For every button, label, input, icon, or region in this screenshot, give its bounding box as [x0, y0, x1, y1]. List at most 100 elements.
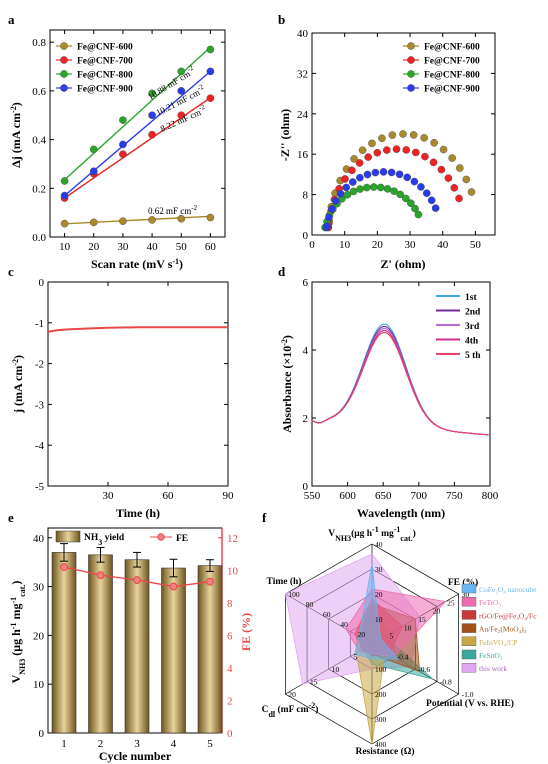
- legend-bar-swatch: [55, 530, 81, 543]
- legend-label: Fe@CNF-700: [424, 57, 480, 67]
- data-point: [350, 155, 358, 163]
- legend-marker: [157, 533, 165, 541]
- y-tick-label: 0: [303, 230, 309, 242]
- data-point: [355, 159, 364, 167]
- plot-frame: [311, 32, 496, 236]
- data-point: [177, 214, 186, 223]
- data-point: [430, 138, 438, 147]
- legend-marker: [60, 42, 68, 50]
- legend-swatch: [461, 583, 477, 594]
- data-point: [363, 183, 371, 192]
- y-tick-label: 10: [33, 679, 45, 691]
- y-tick-label: 30: [33, 582, 45, 594]
- data-point: [420, 134, 428, 142]
- radar-tick-label: 10: [332, 665, 340, 674]
- y-tick-label: 24: [297, 109, 309, 121]
- x-tick-label: 20: [372, 239, 384, 251]
- data-point: [148, 111, 156, 120]
- data-point: [60, 219, 69, 228]
- y-tick-label: 0: [39, 728, 45, 740]
- axis-label: Wavelength (nm): [357, 506, 445, 520]
- data-point: [437, 165, 446, 174]
- data-point: [390, 187, 398, 195]
- y-tick-label: -5: [35, 481, 45, 493]
- radar-tick-label: 5: [389, 632, 393, 641]
- data-point: [148, 216, 156, 224]
- panel-c: 30 60 90 0 -1 -2 -3 -4 -5 Time (h) j (mA cm-2): [11, 277, 235, 520]
- data-point: [331, 197, 340, 205]
- legend-swatch: [461, 597, 477, 607]
- data-point: [177, 87, 186, 95]
- data-point: [402, 146, 411, 154]
- radar-tick-label: 10: [375, 615, 383, 624]
- radar-tick-label: 200: [375, 690, 387, 699]
- legend-label: NH3 yield: [84, 533, 125, 547]
- data-point: [341, 175, 349, 183]
- x-tick-label: 600: [339, 490, 356, 502]
- legend-label: Fe@CNF-700: [77, 57, 133, 67]
- data-point: [448, 154, 456, 162]
- data-point: [348, 166, 356, 175]
- fe-point: [133, 576, 141, 584]
- y-tick-label: -3: [35, 399, 45, 411]
- y2-tick-label: 0: [227, 728, 233, 740]
- absorbance-curve: [311, 331, 489, 436]
- x-tick-label: 750: [446, 490, 463, 502]
- axis-label: Scan rate (mV s-1): [91, 257, 183, 272]
- radar-tick-label: 40: [340, 620, 348, 629]
- y2-tick-label: 6: [227, 630, 233, 642]
- data-point: [206, 213, 215, 222]
- data-point: [177, 111, 186, 120]
- data-point: [368, 139, 376, 148]
- data-point: [119, 217, 127, 225]
- legend-label: Fe@CNF-600: [77, 43, 133, 53]
- y-tick-label: 6: [303, 277, 309, 289]
- data-point: [364, 153, 372, 161]
- data-point: [119, 140, 127, 149]
- data-point: [358, 146, 367, 155]
- data-point: [431, 204, 440, 212]
- y-tick-label: -4: [35, 440, 45, 452]
- axis-label: Absorbance (×10-2): [280, 335, 295, 433]
- x-tick-label: 30: [405, 239, 417, 251]
- axis-label: Z' (ohm): [381, 257, 426, 271]
- legend-label: FE: [176, 534, 188, 544]
- absorbance-curve: [311, 329, 489, 436]
- x-tick-label: 2: [98, 738, 104, 750]
- radar-tick-label: 25: [447, 598, 455, 607]
- radar-tick-label: 20: [433, 607, 441, 616]
- radar-axis-title: Potential (V vs. RHE): [426, 698, 514, 709]
- panel-b: 0 10 20 30 40 50 0 8 16 24 32 40 Z' (ohm) -Z'' (ohm) F…: [278, 28, 496, 271]
- y-tick-label: 0.8: [32, 37, 46, 49]
- radar-axis-title: VNH3(μg h-1 mg-1cat.): [328, 525, 416, 543]
- fit-line: [64, 46, 211, 181]
- data-point: [206, 67, 215, 76]
- y-tick-label: 0.6: [32, 86, 46, 98]
- data-point: [411, 204, 419, 213]
- legend-label: 4th: [465, 337, 479, 347]
- legend-label: FeInVO₄/CP: [479, 638, 517, 647]
- plot-frame: [47, 281, 229, 487]
- radar-tick-label: 20: [375, 590, 383, 599]
- data-point: [336, 190, 345, 198]
- data-point: [382, 146, 391, 154]
- data-point: [414, 210, 423, 219]
- bar: [161, 567, 186, 734]
- slope-annotation: 0.62 mF cm-2: [148, 204, 198, 216]
- stability-curve: [47, 326, 228, 333]
- legend-marker: [60, 56, 68, 64]
- panel-label-e: e: [8, 510, 14, 525]
- y-tick-label: 0: [303, 481, 309, 493]
- data-point: [462, 175, 471, 184]
- data-point: [356, 185, 364, 193]
- data-point: [371, 168, 380, 177]
- legend-label: CoFe₂O₄ nanocube: [479, 585, 537, 594]
- data-point: [407, 199, 415, 208]
- panel-label-d: d: [278, 264, 286, 279]
- legend-swatch: [461, 623, 477, 633]
- legend-label: Au/Fe₂(MoO₄)₃: [479, 625, 527, 634]
- axis-label: VNH3 (μg h-1 mg-1cat.): [9, 581, 27, 684]
- data-point: [378, 134, 386, 143]
- radar-tick-label: 10: [404, 623, 412, 632]
